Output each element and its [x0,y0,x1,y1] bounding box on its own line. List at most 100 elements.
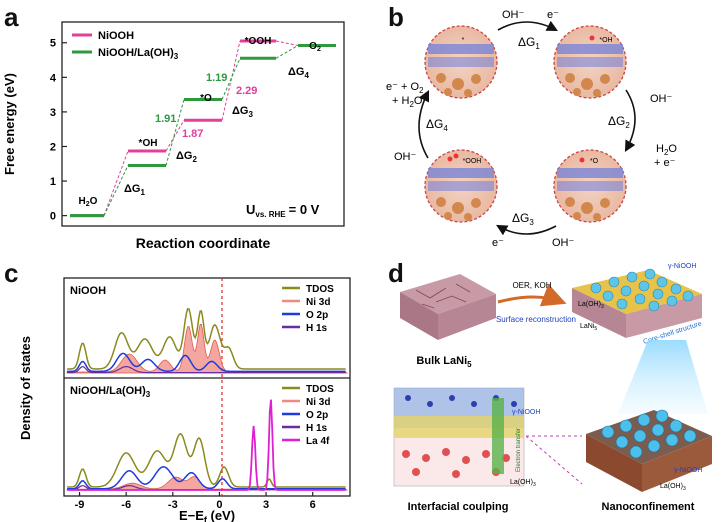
panel-label-b: b [388,2,404,32]
laoh-inset-label: La(OH)3 [510,479,536,488]
dos-legend-label: TDOS [306,384,334,395]
reconstruction-schematic: Bulk LaNi5 OER, KOH Surface reconstructi… [393,263,712,513]
energy-lines [70,39,336,218]
legend-label-niooh: NiOOH [98,30,134,42]
plot-frame [61,21,345,227]
y-tick-label: 2 [50,141,56,153]
dos-legend-label: H 1s [306,423,328,434]
dg2-cycle-label: ΔG2 [608,114,630,130]
state-label-o: *O [200,93,212,104]
panel-label-d: d [388,258,404,288]
dos-legend-label: TDOS [306,284,334,295]
dos-x-tick-label: -3 [168,499,178,511]
ni3d-top-area [66,323,349,374]
energy-connector-niooh-1 [165,119,185,152]
dg4-label: ΔG4 [288,66,309,80]
dg4-cycle-label: ΔG4 [426,117,448,133]
dos-bottom-title: NiOOH/La(OH)3 [70,385,151,399]
structure-ooh-site [424,149,498,223]
site-label-oh: *OH [599,37,612,44]
dg1-cycle-label: ΔG1 [518,35,540,51]
value-la-dg2: 1.91 [155,113,176,125]
reconstruction-arrow [497,283,567,307]
energy-connector-niooh-0 [103,150,129,216]
tdos-bottom-curve [67,432,346,488]
dos-legend-label: H 1s [306,323,328,334]
site-label-bare: * [462,37,465,44]
gamma-nano-label: γ-NiOOH [674,467,702,474]
reactant-right: OH⁻ [650,93,673,105]
dg1-label: ΔG1 [124,183,145,197]
dos-x-tick-label: 0 [216,499,222,511]
dos-y-axis-label: Density of states [18,336,33,440]
gamma-inset-label: γ-NiOOH [512,409,540,416]
dos-x-tick-label: -9 [75,499,85,511]
cycle-arrow-3 [496,224,557,236]
x-axis-label: Reaction coordinate [136,235,271,251]
electron-transfer-label: Electron transfer [516,428,522,472]
legend-label-la: NiOOH/La(OH)3 [98,47,179,61]
site-label-ooh: *OOH [463,158,482,165]
cycle-arrow-2 [624,89,636,152]
laoh-top: La(OH)3 [578,301,604,310]
reactant-top-left: OH⁻ [502,9,525,21]
arrow-top-label: OER, KOH [512,281,551,290]
dos-x-tick-label: 6 [310,499,316,511]
dos-frame [63,277,351,497]
dg3-cycle-label: ΔG3 [512,211,534,227]
product-right: H2O [656,143,677,157]
o2p-bottom-curve [67,466,346,490]
cycle-arrow-4 [418,89,430,159]
dos-x-ticks: -9 -6 -3 0 3 6 [75,492,316,511]
structure-oh-site [553,25,627,99]
dg2-label: ΔG2 [176,150,197,164]
interfacial-caption: Interfacial coulping [408,501,509,513]
nanoconfinement-block [586,409,712,492]
product-bottom-left: e⁻ [492,237,504,249]
panel-label-a: a [4,2,19,32]
tdos-top-curve [67,307,346,370]
dos-top-title: NiOOH [70,285,106,297]
h1s-top-curve [67,366,346,374]
o2p-top-curve [67,352,346,373]
dos-legend-label: La 4f [306,436,330,447]
dos-legend-bottom: TDOS Ni 3d O 2p H 1s La 4f [282,384,334,447]
dos-x-tick-label: 3 [263,499,269,511]
product-left-2: + H2O [392,95,423,109]
energy-connector-la-2 [221,58,241,100]
dos-legend-label: O 2p [306,310,328,321]
laoh-nano-label: La(OH)3 [660,483,686,492]
energy-connector-niooh-2 [221,40,241,121]
potential-label: Uvs. RHE = 0 V [246,202,320,219]
interfacial-inset [393,387,525,487]
nano-caption: Nanoconfinement [602,501,695,513]
dos-legend-label: Ni 3d [306,297,330,308]
panel-label-c: c [4,258,19,288]
bulk-label: Bulk LaNi5 [416,355,472,369]
dos-legend-label: O 2p [306,410,328,421]
structure-o-site [553,149,627,223]
bulk-lani5-block [400,274,496,340]
y-ticks: 0 1 2 3 4 5 [50,38,67,223]
core-shell-block [572,268,702,338]
y-axis-label: Free energy (eV) [2,73,17,175]
state-label-o2: O2 [309,41,321,53]
site-label-o: *O [590,158,599,165]
dos-legend-label: Ni 3d [306,397,330,408]
product-right-electron: + e⁻ [654,157,676,169]
dg3-label: ΔG3 [232,105,253,119]
product-left-1: e⁻ + O2 [386,81,424,95]
lani-top: LaNi5 [580,323,597,332]
energy-connector-la-1 [165,99,185,166]
energy-connector-la-0 [103,165,129,216]
gamma-niooh-top: γ-NiOOH [668,263,696,270]
value-niooh-dg2: 1.87 [182,128,203,140]
density-of-states-plot: -9 -6 -3 0 3 6 Density of states E−Ef (eV) Ni… [18,277,351,522]
energy-connector-la-3 [275,45,299,59]
state-label-h2o: H2O [79,196,98,208]
product-top-right: e⁻ [547,9,559,21]
y-tick-label: 1 [50,176,56,188]
dos-x-axis-label: E−Ef (eV) [179,508,235,522]
cycle-arrow-1 [497,20,558,32]
arrow-bottom-label: Surface reconstruction [496,315,576,324]
